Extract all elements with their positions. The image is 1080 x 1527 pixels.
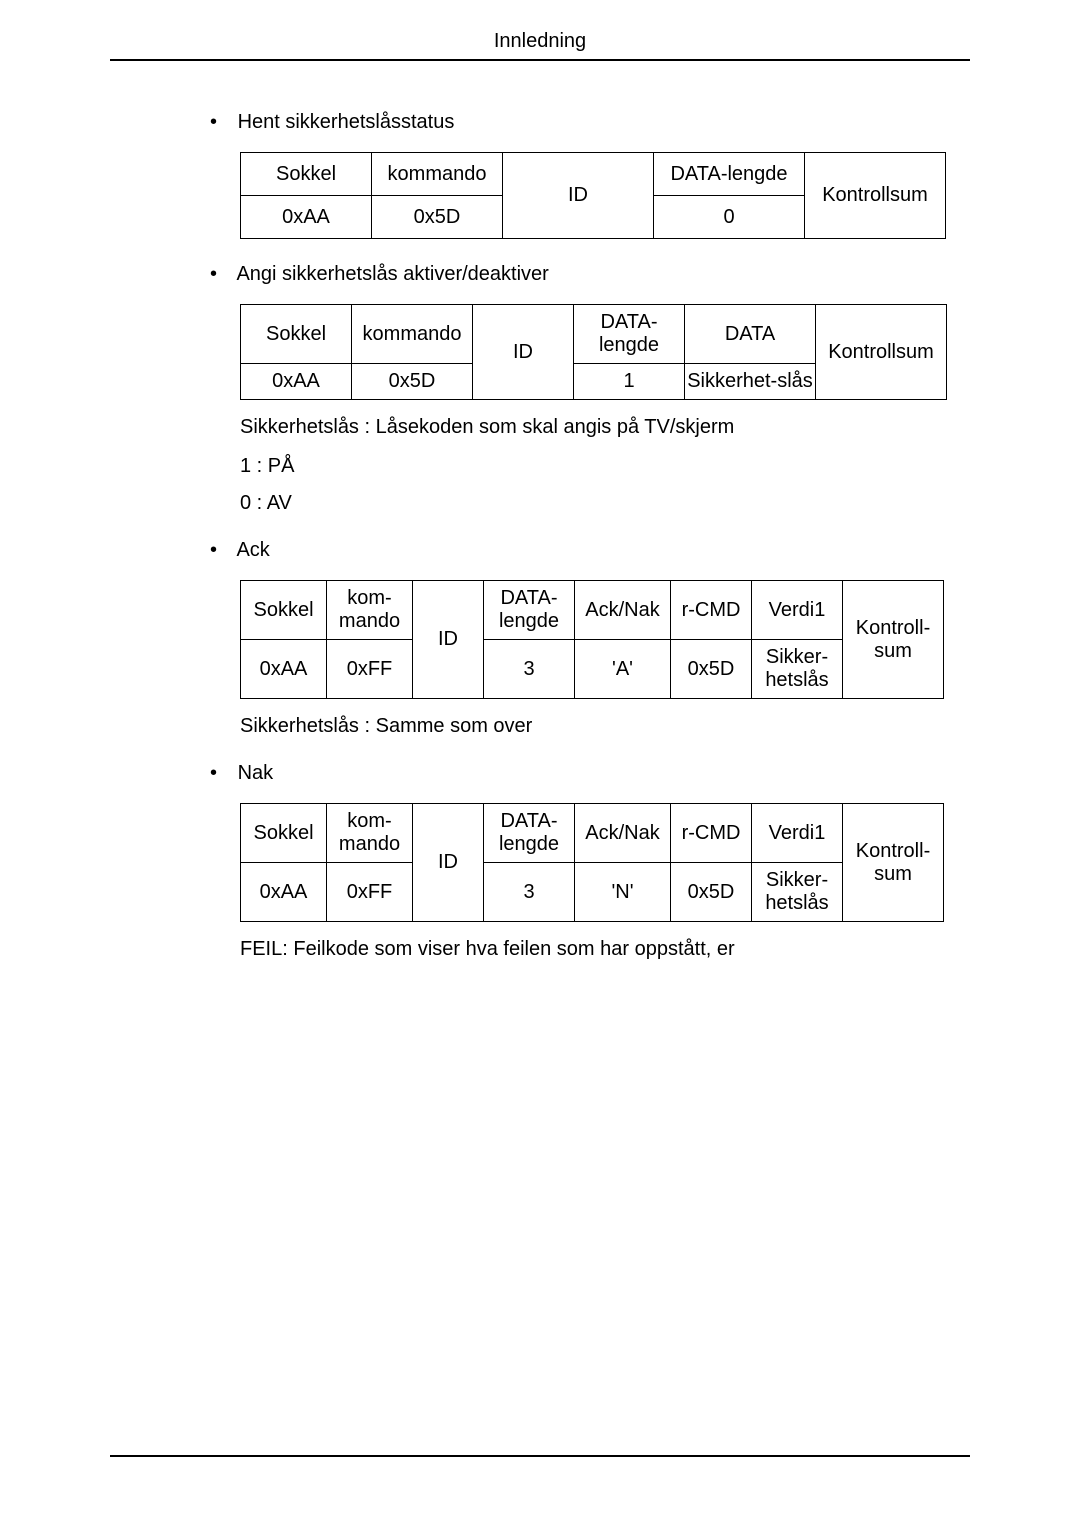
- t2-h-id: ID: [473, 305, 574, 400]
- t1-h-kommando: kommando: [372, 153, 503, 196]
- t2-h-sokkel: Sokkel: [241, 305, 352, 364]
- t1-h-sokkel: Sokkel: [241, 153, 372, 196]
- page-header: Innledning: [110, 30, 970, 61]
- s2-note3: 0 : AV: [240, 492, 970, 515]
- t4-h-kontrollsum: Kontroll-sum: [843, 804, 944, 922]
- t2-kommando: 0x5D: [352, 364, 473, 400]
- t4-h-id: ID: [413, 804, 484, 922]
- t2-h-kontrollsum: Kontrollsum: [816, 305, 947, 400]
- t2-data: Sikkerhet-slås: [685, 364, 816, 400]
- footer-divider: [110, 1455, 970, 1457]
- bullet-s3-text: Ack: [236, 539, 269, 561]
- s2-note1: Sikkerhetslås : Låsekoden som skal angis…: [240, 416, 970, 439]
- t3-sokkel: 0xAA: [241, 640, 327, 699]
- t3-h-acknak: Ack/Nak: [575, 581, 671, 640]
- t3-kommando: 0xFF: [327, 640, 413, 699]
- t1-h-id: ID: [503, 153, 654, 239]
- t1-h-datalen: DATA-lengde: [654, 153, 805, 196]
- t3-rcmd: 0x5D: [671, 640, 752, 699]
- bullet-s1-text: Hent sikkerhetslåsstatus: [238, 111, 455, 133]
- t4-h-kommando: kom-mando: [327, 804, 413, 863]
- bullet-icon: •: [210, 539, 232, 562]
- t4-h-verdi1: Verdi1: [752, 804, 843, 863]
- t1-sokkel: 0xAA: [241, 196, 372, 239]
- t3-acknak: 'A': [575, 640, 671, 699]
- bullet-s1: • Hent sikkerhetslåsstatus: [210, 111, 970, 134]
- s2-note2: 1 : PÅ: [240, 455, 970, 478]
- t3-h-id: ID: [413, 581, 484, 699]
- t3-h-rcmd: r-CMD: [671, 581, 752, 640]
- bullet-s2: • Angi sikkerhetslås aktiver/deaktiver: [210, 263, 970, 286]
- t4-h-rcmd: r-CMD: [671, 804, 752, 863]
- t4-rcmd: 0x5D: [671, 863, 752, 922]
- bullet-icon: •: [210, 762, 232, 785]
- t3-datalen: 3: [484, 640, 575, 699]
- t3-verdi1: Sikker-hetslås: [752, 640, 843, 699]
- t2-h-data: DATA: [685, 305, 816, 364]
- s4-note1: FEIL: Feilkode som viser hva feilen som …: [240, 938, 970, 961]
- t4-h-datalen: DATA-lengde: [484, 804, 575, 863]
- t2-sokkel: 0xAA: [241, 364, 352, 400]
- t4-verdi1: Sikker-hetslås: [752, 863, 843, 922]
- t4-kommando: 0xFF: [327, 863, 413, 922]
- t4-h-sokkel: Sokkel: [241, 804, 327, 863]
- bullet-s3: • Ack: [210, 539, 970, 562]
- bullet-s4-text: Nak: [238, 762, 274, 784]
- bullet-icon: •: [210, 111, 232, 134]
- t2-datalen: 1: [574, 364, 685, 400]
- table-s2: Sokkel kommando ID DATA-lengde DATA Kont…: [240, 304, 947, 400]
- bullet-s2-text: Angi sikkerhetslås aktiver/deaktiver: [236, 263, 548, 285]
- bullet-icon: •: [210, 263, 232, 286]
- t1-h-kontrollsum: Kontrollsum: [805, 153, 946, 239]
- t4-datalen: 3: [484, 863, 575, 922]
- t2-h-datalen: DATA-lengde: [574, 305, 685, 364]
- table-s3: Sokkel kom-mando ID DATA-lengde Ack/Nak …: [240, 580, 944, 699]
- t3-h-datalen: DATA-lengde: [484, 581, 575, 640]
- bullet-s4: • Nak: [210, 762, 970, 785]
- t1-kommando: 0x5D: [372, 196, 503, 239]
- t3-h-sokkel: Sokkel: [241, 581, 327, 640]
- s3-note1: Sikkerhetslås : Samme som over: [240, 715, 970, 738]
- t4-acknak: 'N': [575, 863, 671, 922]
- t3-h-verdi1: Verdi1: [752, 581, 843, 640]
- t2-h-kommando: kommando: [352, 305, 473, 364]
- t3-h-kommando: kom-mando: [327, 581, 413, 640]
- table-s4: Sokkel kom-mando ID DATA-lengde Ack/Nak …: [240, 803, 944, 922]
- content-area: • Hent sikkerhetslåsstatus Sokkel komman…: [210, 111, 970, 961]
- t4-h-acknak: Ack/Nak: [575, 804, 671, 863]
- t3-h-kontrollsum: Kontroll-sum: [843, 581, 944, 699]
- t1-datalen: 0: [654, 196, 805, 239]
- table-s1: Sokkel kommando ID DATA-lengde Kontrolls…: [240, 152, 946, 239]
- t4-sokkel: 0xAA: [241, 863, 327, 922]
